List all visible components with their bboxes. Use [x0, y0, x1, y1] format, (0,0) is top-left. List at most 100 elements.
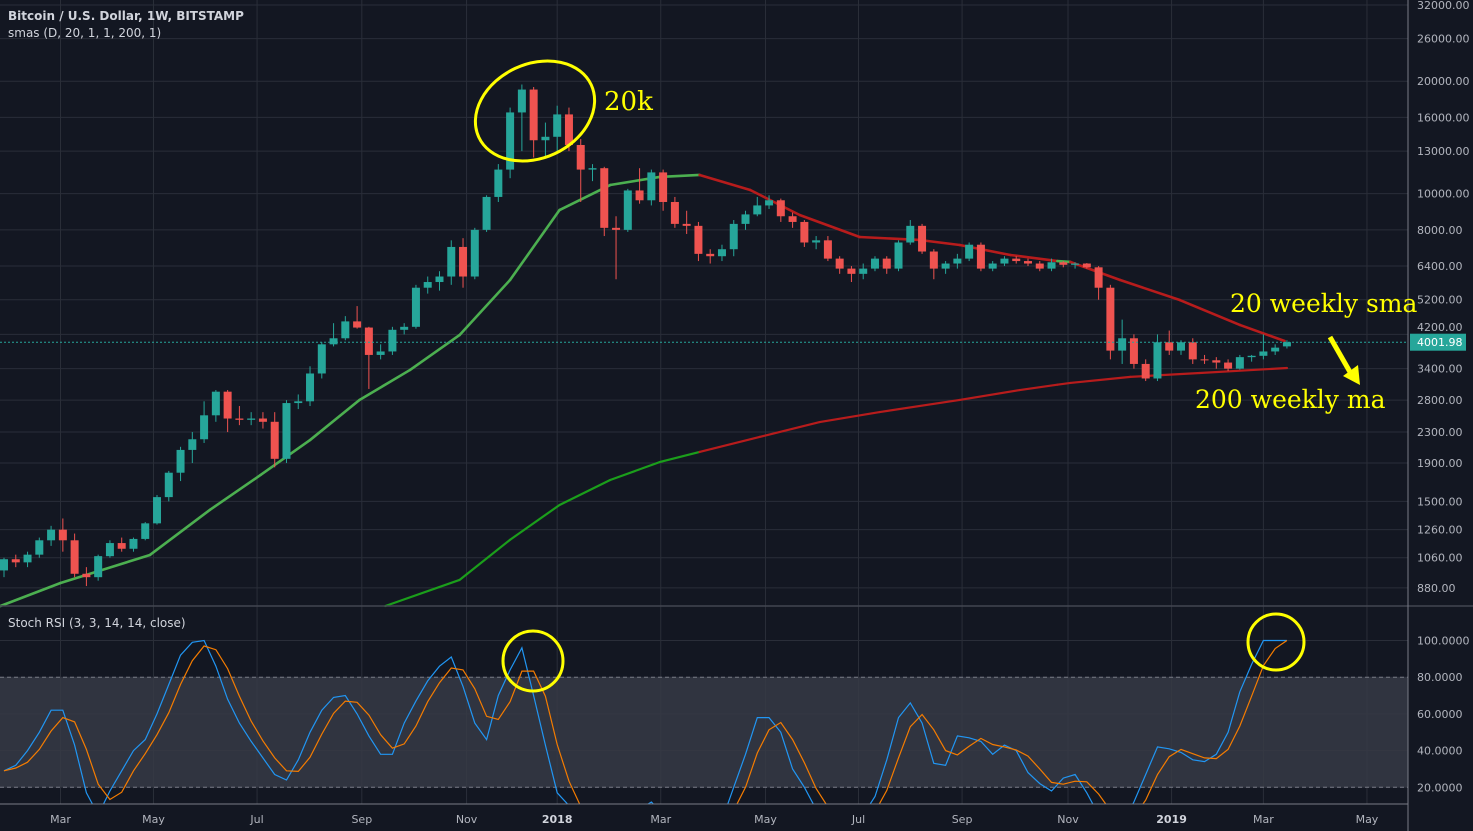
ma-segment: [509, 503, 561, 541]
candle-body: [741, 214, 750, 224]
ma-segment: [609, 460, 661, 482]
candle-body: [1235, 357, 1244, 369]
candle-body: [282, 403, 291, 459]
candle-body: [1188, 342, 1197, 360]
candle-body: [929, 251, 938, 269]
ma-segment: [698, 435, 761, 454]
candle-body: [682, 223, 691, 226]
price-label: 4200.00: [1417, 321, 1463, 334]
ma-segment: [698, 173, 752, 192]
candle-body: [1071, 263, 1080, 265]
candle-body: [659, 172, 668, 202]
candle-body: [576, 144, 585, 170]
ma-segment: [798, 213, 861, 239]
candle-body: [141, 523, 150, 539]
candles: [0, 84, 1291, 587]
candle-body: [1012, 258, 1021, 262]
symbol-title[interactable]: Bitcoin / U.S. Dollar, 1W, BITSTAMP: [8, 9, 244, 23]
candle-body: [647, 172, 656, 201]
candle-body: [94, 556, 103, 578]
candle-body: [176, 449, 185, 473]
study-legend[interactable]: smas (D, 20, 1, 1, 200, 1): [8, 26, 162, 40]
candle-body: [1141, 363, 1150, 379]
price-axis[interactable]: 32000.00 26000.00 20000.00 16000.00 13000.00…: [1417, 0, 1470, 595]
time-label: May: [1356, 813, 1379, 826]
candle-body: [1106, 287, 1115, 351]
candle-body: [1247, 355, 1256, 358]
candle-body: [564, 114, 573, 145]
candle-body: [812, 240, 821, 243]
stoch-band: [0, 677, 1408, 788]
candle-body: [70, 540, 79, 574]
time-label: Nov: [456, 813, 478, 826]
time-label: 2018: [542, 813, 573, 826]
last-price-value: 4001.98: [1417, 336, 1463, 349]
candle-body: [223, 391, 232, 419]
candle-body: [447, 246, 456, 277]
candle-body: [188, 439, 197, 450]
time-label: Nov: [1057, 813, 1079, 826]
candle-body: [894, 242, 903, 269]
sma20-label: 20 weekly sma: [1230, 289, 1417, 318]
time-label: 2019: [1156, 813, 1187, 826]
price-label: 880.00: [1417, 582, 1456, 595]
price-label: 2300.00: [1417, 426, 1463, 439]
ma-segment: [1178, 298, 1242, 327]
candle-body: [105, 543, 114, 557]
ma-segment: [208, 473, 262, 512]
candle-body: [364, 327, 373, 355]
candle-body: [859, 268, 868, 274]
candle-body: [211, 391, 220, 416]
stoch-axis[interactable]: 100.0000 80.0000 60.0000 40.0000 20.0000: [1417, 635, 1470, 795]
candle-body: [270, 421, 279, 459]
ma-segment: [1129, 371, 1201, 378]
ma-segment: [748, 188, 801, 217]
ma-segment: [758, 420, 821, 439]
time-label: Jul: [851, 813, 865, 826]
stoch-label: 40.0000: [1417, 745, 1463, 758]
price-label: 20000.00: [1417, 75, 1470, 88]
candle-body: [482, 196, 491, 230]
candle-body: [506, 112, 515, 170]
candle-body: [494, 169, 503, 197]
ma-segment: [1238, 323, 1286, 343]
candle-body: [58, 529, 67, 541]
candle-body: [918, 225, 927, 252]
candle-body: [706, 253, 715, 257]
candle-body: [1153, 342, 1162, 379]
oscillator-legend[interactable]: Stoch RSI (3, 3, 14, 14, close): [8, 616, 186, 630]
time-label: Mar: [1253, 813, 1274, 826]
ma-segment: [958, 388, 1021, 402]
ma-segment: [308, 398, 361, 442]
candle-body: [1118, 338, 1127, 351]
time-label: May: [142, 813, 165, 826]
candle-body: [729, 223, 738, 250]
ma-segment: [1009, 253, 1059, 263]
ma-segment: [384, 578, 461, 608]
time-label: Mar: [650, 813, 671, 826]
price-label: 32000.00: [1417, 0, 1470, 12]
ma-segment: [358, 368, 412, 402]
price-label: 1060.00: [1417, 552, 1463, 565]
time-label: May: [754, 813, 777, 826]
candle-body: [329, 338, 338, 345]
candle-body: [882, 258, 891, 269]
stoch-label: 20.0000: [1417, 781, 1463, 794]
candle-body: [835, 258, 844, 269]
candle-body: [1047, 262, 1056, 269]
ma-segment: [508, 208, 561, 282]
candle-body: [1282, 342, 1291, 347]
candle-body: [388, 329, 397, 352]
ma-segment: [1018, 383, 1059, 392]
time-axis[interactable]: Mar May Jul Sep Nov 2018 Mar May Jul Sep Nov 2019 Ma…: [50, 813, 1379, 826]
chart-legend: Bitcoin / U.S. Dollar, 1W, BITSTAMP smas…: [8, 8, 244, 42]
candle-body: [717, 249, 726, 257]
time-label: Jul: [249, 813, 263, 826]
candle-body: [765, 200, 774, 206]
last-price-tag: [1410, 333, 1466, 351]
stoch-highlight-circle-2018: [501, 629, 565, 693]
ma-segment: [918, 238, 962, 247]
candle-body: [517, 89, 526, 113]
peak-label: 20k: [604, 87, 653, 117]
